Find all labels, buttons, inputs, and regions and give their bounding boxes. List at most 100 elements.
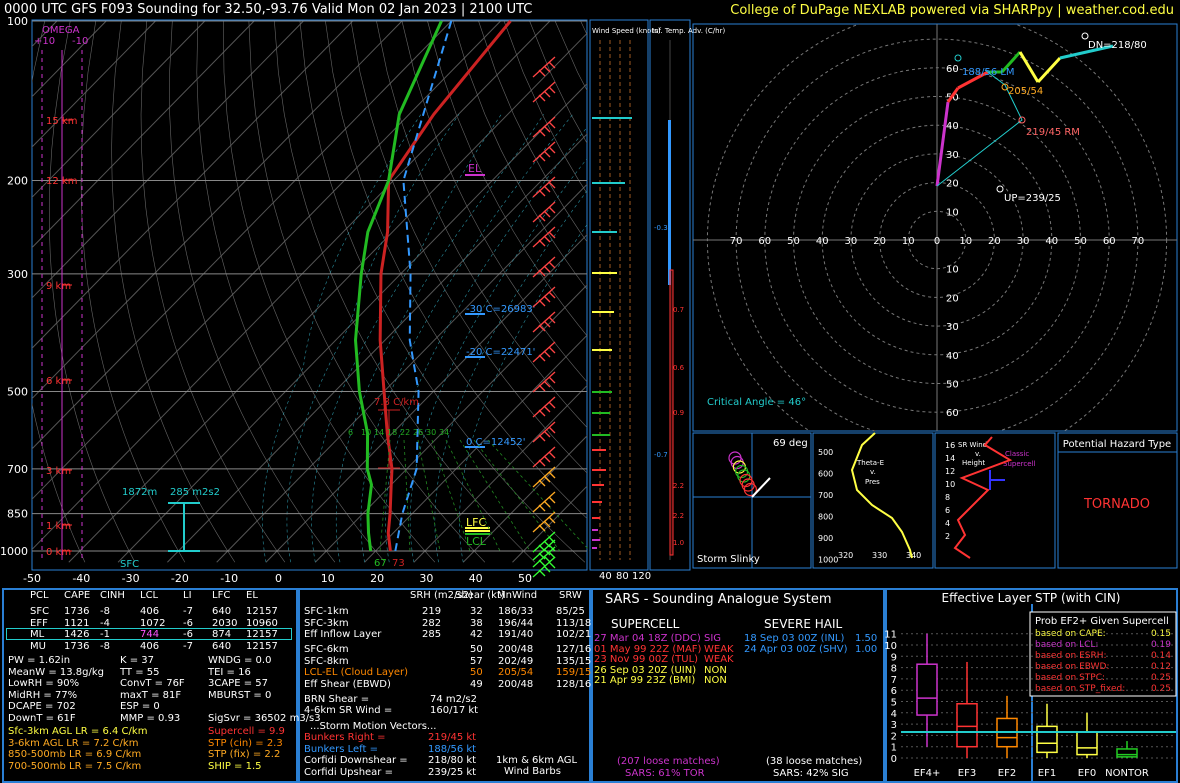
sc-tor: SARS: 61% TOR [625, 768, 705, 779]
kin-cell: 32 [470, 606, 483, 617]
wind-barb [532, 256, 556, 278]
dry-adiabat [325, 20, 587, 519]
stp-box [1076, 731, 1098, 756]
svg-text:v.: v. [870, 468, 876, 476]
kin-label: LCL-EL (Cloud Layer) [304, 667, 409, 678]
parcel-cell: 1426 [64, 629, 90, 640]
parcel-cell: 1736 [64, 640, 90, 652]
index-cell: MBURST = 0 [208, 689, 272, 701]
kin-label: Eff Shear (EBWD) [304, 678, 391, 690]
temp-adv-title: Inf. Temp. Adv. (C/hr) [652, 27, 725, 35]
wind-barb [532, 396, 556, 418]
hodo-ring-label: 30 [946, 150, 959, 161]
stp-box [1116, 748, 1138, 758]
hodo-ring-label: 40 [946, 351, 959, 362]
lapse-rate: 850-500mb LR = 6.9 C/km [8, 749, 142, 760]
hail-match-size: 1.00 [855, 643, 878, 655]
hodo-lm: 188/56 LM [962, 67, 1015, 78]
hodo-ring-label: 10 [946, 265, 959, 276]
parcel-header: LI [183, 590, 192, 601]
wind-barb [532, 116, 556, 138]
lapse-rate: Sfc-3km AGL LR = 6.4 C/km [8, 726, 148, 737]
wind-barb [532, 56, 556, 78]
sc-match: 27 Mar 04 18Z (DDC) [594, 633, 701, 644]
height-label: 6 km [46, 376, 71, 387]
stp-chart: Effective Layer STP (with CIN) Prob EF2+ … [885, 591, 1177, 783]
lapse-rate-label: 7.8 C/km [374, 397, 419, 408]
slinky-label: Storm Slinky [697, 554, 760, 565]
thetae-xtick: 340 [906, 551, 921, 560]
parcel-cell: -8 [100, 606, 110, 617]
pressure-tick: 1000 [0, 545, 28, 558]
kin-header: MnWind [497, 590, 538, 601]
sc-match-type: WEAK [704, 643, 734, 655]
mixing-ratio-label: 10 [361, 428, 371, 437]
ml-highlight [6, 628, 292, 640]
motion-val: 188/56 kt [428, 743, 477, 755]
composite: Supercell = 9.9 [208, 726, 285, 737]
hodo-rm: 219/45 RM [1026, 127, 1080, 138]
hodo-trace [1000, 50, 1022, 74]
svg-text:Height: Height [962, 459, 985, 467]
motion-label: Corfidi Downshear = [304, 755, 408, 766]
temp-tick: 20 [370, 572, 384, 585]
dry-adiabat [299, 20, 586, 563]
composite: STP (cin) = 2.3 [208, 737, 283, 749]
hodo-ring-label: 20 [946, 179, 959, 190]
isotherm-line [32, 20, 354, 349]
mixing-ratio-label: 34 [439, 428, 449, 437]
isotherm-line [265, 233, 587, 563]
kin-cell: 200/48 [498, 644, 534, 655]
mixing-ratio-label: 26 [413, 428, 423, 437]
pressure-tick: 200 [7, 175, 28, 188]
ws-tick-40: 40 [599, 571, 612, 582]
lfc-label: LFC [466, 516, 486, 529]
srwind-ytick: 2 [945, 532, 950, 541]
svg-text:Supercell: Supercell [1003, 460, 1035, 468]
isotherm-line [32, 20, 551, 551]
index-cell: MidRH = 77% [8, 689, 78, 701]
parcel-cell: -6 [183, 617, 193, 629]
lapse-rate: 3-6km AGL LR = 7.2 C/km [8, 737, 139, 749]
wind-barb [532, 81, 556, 103]
sars-title: SARS - Sounding Analogue System [605, 592, 832, 607]
sc-match: 23 Nov 99 00Z (TUL) [594, 654, 699, 665]
wind-barb [532, 466, 556, 488]
height-label: 3 km [46, 466, 71, 477]
thetae-label: Theta-E [856, 459, 884, 467]
srwind-label: SR Wind [958, 441, 987, 449]
stp-ytick: 3 [891, 720, 897, 731]
wind-barb [532, 531, 556, 553]
dry-adiabat [350, 20, 587, 474]
sars-panel [591, 588, 885, 783]
brn: BRN Shear = [304, 694, 370, 705]
parcel-header: LCL [140, 590, 159, 601]
dry-adiabat [401, 20, 587, 383]
hodo-ring-label: 10 [946, 207, 959, 218]
index-cell: K = 37 [120, 655, 155, 666]
dry-adiabat [452, 20, 587, 290]
bottom-panels: PCL CAPE CINH LCL LI LFC EL SFC 1736 -8 406 -7 640 12… [0, 588, 1180, 783]
temp-adv-label: 0.9 [673, 409, 684, 417]
hodo-mean: 205/54 [1008, 86, 1043, 97]
kin-cell: 85/25 [556, 606, 585, 617]
parcel-cell: MU [30, 640, 46, 652]
hazard-value: TORNADO [1083, 497, 1150, 512]
hodo-x-tick: 60 [758, 236, 771, 247]
kin-cell: 57 [470, 655, 483, 667]
barb-label-1: 1km & 6km AGL [496, 755, 578, 766]
hodo-ring-label: 60 [946, 408, 959, 419]
parcel-cell: 12157 [246, 606, 278, 617]
temp-tick: -10 [220, 572, 238, 585]
height-label: 12 km [46, 176, 77, 187]
hail-match-size: 1.50 [855, 633, 878, 644]
dry-adiabat [48, 20, 136, 563]
hodo-x-tick: 10 [959, 236, 972, 247]
hodo-x-tick: 20 [873, 236, 886, 247]
stp-ytick: 9 [891, 652, 897, 663]
wind-barb [532, 176, 556, 198]
page-title: 0000 UTC GFS F093 Sounding for 32.50,-93… [4, 2, 533, 17]
parcel-cell: ML [30, 629, 45, 640]
stp-ytick: 5 [891, 698, 897, 709]
thetae-ytick: 600 [818, 470, 833, 479]
